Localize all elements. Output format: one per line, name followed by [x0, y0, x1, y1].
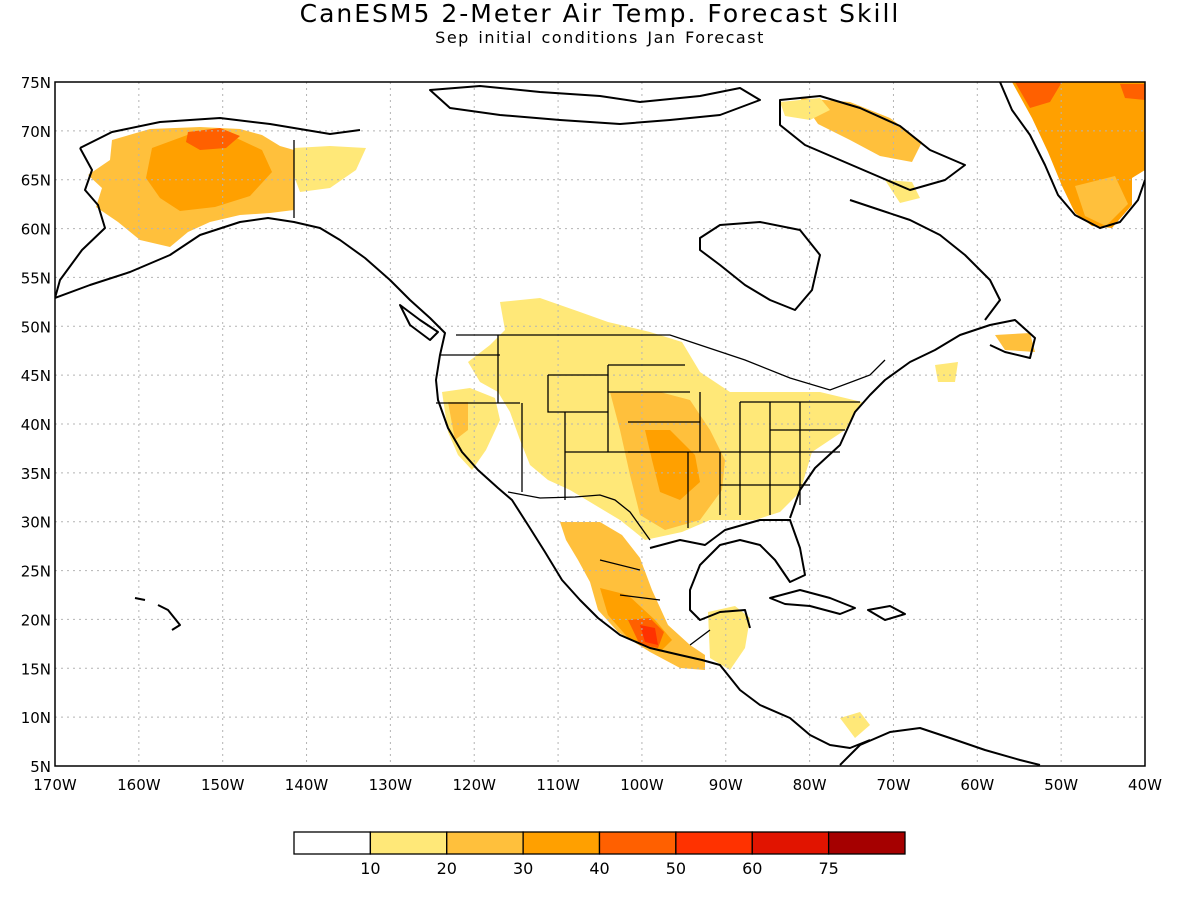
lon-tick-label: 40W — [1128, 776, 1162, 794]
chart-title: CanESM5 2-Meter Air Temp. Forecast Skill — [299, 0, 901, 28]
lon-tick-label: 130W — [369, 776, 413, 794]
state-borders — [293, 140, 886, 646]
lat-tick-label: 25N — [21, 563, 51, 581]
lon-tick-label: 110W — [536, 776, 580, 794]
region-baffin-light — [780, 98, 830, 120]
lat-tick-label: 10N — [21, 709, 51, 727]
region-baffin — [800, 98, 922, 162]
colorbar — [293, 831, 906, 855]
colorbar-label: 75 — [818, 859, 838, 878]
border-states-east — [720, 401, 860, 515]
coast-atlantic — [789, 319, 1036, 519]
colorbar-swatch — [598, 831, 677, 855]
latitude-labels: 5N 10N 15N 20N 25N 30N 35N 40N 45N 50N 55N 60N 65N 70… — [21, 74, 51, 776]
border-us-mexico — [507, 491, 651, 541]
region-plains-high — [645, 430, 700, 500]
lon-tick-label: 80W — [793, 776, 827, 794]
lon-tick-label: 100W — [620, 776, 664, 794]
colorbar-swatch — [751, 831, 830, 855]
lat-tick-label: 65N — [21, 172, 51, 190]
grid-lines — [55, 82, 1145, 766]
colorbar-swatch — [369, 831, 448, 855]
lat-tick-label: 50N — [21, 318, 51, 336]
colorbar-swatch — [522, 831, 601, 855]
plot-frame — [54, 81, 1146, 767]
lon-tick-label: 140W — [285, 776, 329, 794]
lat-tick-label: 40N — [21, 416, 51, 434]
border-us-canada — [456, 334, 886, 391]
lat-tick-label: 5N — [30, 758, 51, 776]
colorbar-label: 50 — [666, 859, 686, 878]
region-alaska-peak — [186, 128, 240, 150]
coast-hudson — [699, 221, 821, 311]
region-greenland-east — [1120, 84, 1145, 100]
region-caribbean-coast — [840, 712, 870, 738]
colorbar-swatch — [446, 831, 524, 855]
region-west-coast — [442, 388, 500, 470]
lon-tick-label: 50W — [1044, 776, 1078, 794]
region-yukon — [294, 146, 366, 192]
coast-hispaniola — [867, 605, 906, 621]
lat-tick-label: 55N — [21, 269, 51, 287]
coast-gulf — [649, 519, 806, 629]
lat-tick-label: 45N — [21, 367, 51, 385]
skill-shading — [88, 82, 1145, 738]
region-east-canada — [995, 333, 1035, 352]
region-greenland-peak — [1015, 82, 1062, 108]
colorbar-label: 60 — [742, 859, 762, 878]
coast-labrador — [849, 199, 1001, 321]
lat-tick-label: 70N — [21, 123, 51, 141]
region-greenland-south — [1075, 176, 1128, 226]
lat-tick-label: 35N — [21, 465, 51, 483]
coast-cuba — [769, 589, 856, 615]
coast-alaska-west — [55, 147, 106, 299]
colorbar-swatch — [293, 831, 372, 855]
colorbar-label: 30 — [513, 859, 533, 878]
coast-alaska-north — [79, 117, 361, 149]
colorbar-swatch — [675, 831, 753, 855]
chart-subtitle: Sep initial conditions Jan Forecast — [435, 28, 765, 47]
coast-hawaii — [134, 597, 181, 631]
lat-tick-label: 75N — [21, 74, 51, 92]
lon-tick-label: 120W — [452, 776, 496, 794]
lon-tick-label: 90W — [709, 776, 743, 794]
colorbar-label: 10 — [360, 859, 380, 878]
region-mexico-max — [640, 625, 658, 645]
lon-tick-label: 70W — [877, 776, 911, 794]
coast-baffin — [779, 95, 966, 191]
colorbar-label: 40 — [589, 859, 609, 878]
border-states-central — [608, 364, 721, 528]
colorbar-swatch — [827, 831, 906, 855]
region-quebec-north — [885, 180, 920, 203]
lon-tick-label: 150W — [201, 776, 245, 794]
coast-south-america — [839, 727, 1041, 766]
lon-tick-label: 160W — [117, 776, 161, 794]
region-alaska-high — [146, 134, 272, 211]
region-nova-scotia — [935, 362, 958, 382]
region-west-coast-mid — [448, 402, 468, 440]
lon-tick-label: 170W — [33, 776, 77, 794]
coast-alaska — [55, 217, 871, 749]
lat-tick-label: 30N — [21, 514, 51, 532]
border-states-west — [436, 335, 660, 500]
colorbar-label: 20 — [437, 859, 457, 878]
coast-vancouver — [399, 304, 439, 341]
coast-greenland — [999, 82, 1145, 229]
lon-tick-label: 60W — [960, 776, 994, 794]
region-yucatan — [708, 606, 750, 670]
coastlines — [55, 82, 1145, 766]
lat-tick-label: 20N — [21, 611, 51, 629]
longitude-labels: 170W 160W 150W 140W 130W 120W 110W 100W 90W 80W 70… — [33, 776, 1162, 794]
lat-tick-label: 15N — [21, 660, 51, 678]
coast-arctic-islands — [429, 85, 761, 125]
lat-tick-label: 60N — [21, 221, 51, 239]
colorbar-labels: 10 20 30 40 50 60 75 — [360, 859, 839, 878]
border-mexico-states — [599, 559, 711, 646]
